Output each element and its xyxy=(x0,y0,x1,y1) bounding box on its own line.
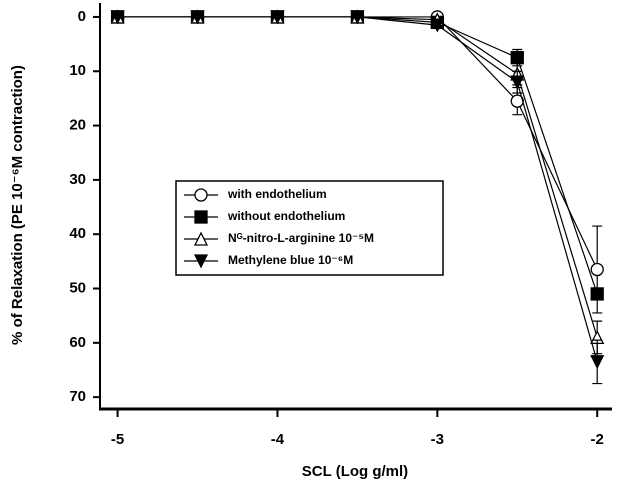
y-axis-label: % of Relaxation (PE 10⁻⁶M contraction) xyxy=(9,65,26,345)
marker xyxy=(194,210,208,224)
y-tick-label: 50 xyxy=(69,279,86,296)
legend-label: Nᴳ-nitro-L-arginine 10⁻⁵M xyxy=(228,231,374,245)
legend-label: Methylene blue 10⁻⁶M xyxy=(228,253,353,267)
legend-box xyxy=(175,180,444,276)
marker xyxy=(193,254,209,269)
legend-label: with endothelium xyxy=(227,187,327,201)
marker xyxy=(430,18,445,33)
marker xyxy=(510,51,524,65)
legend-label: without endothelium xyxy=(227,209,345,223)
marker xyxy=(193,231,209,246)
marker xyxy=(270,10,285,25)
marker xyxy=(590,262,604,277)
marker xyxy=(510,75,525,90)
x-tick-label: -3 xyxy=(431,431,444,448)
x-tick-label: -2 xyxy=(591,431,604,448)
marker xyxy=(190,10,205,25)
marker xyxy=(194,188,208,202)
y-tick-label: 10 xyxy=(69,62,86,79)
y-tick-label: 0 xyxy=(78,8,86,25)
x-tick-label: -4 xyxy=(271,431,285,448)
x-axis-label: SCL (Log g/ml) xyxy=(302,463,408,480)
y-tick-label: 20 xyxy=(69,117,86,134)
x-tick-label: -5 xyxy=(111,431,124,448)
series-line xyxy=(117,16,598,338)
marker xyxy=(590,355,605,370)
y-tick-label: 30 xyxy=(69,171,86,188)
y-tick-label: 40 xyxy=(69,225,86,242)
marker xyxy=(590,287,604,301)
marker xyxy=(110,10,125,25)
y-tick-label: 60 xyxy=(69,334,86,351)
marker xyxy=(350,10,365,25)
y-tick-label: 70 xyxy=(69,388,86,405)
legend: with endothelium without endothelium Nᴳ-ni… xyxy=(175,180,444,276)
